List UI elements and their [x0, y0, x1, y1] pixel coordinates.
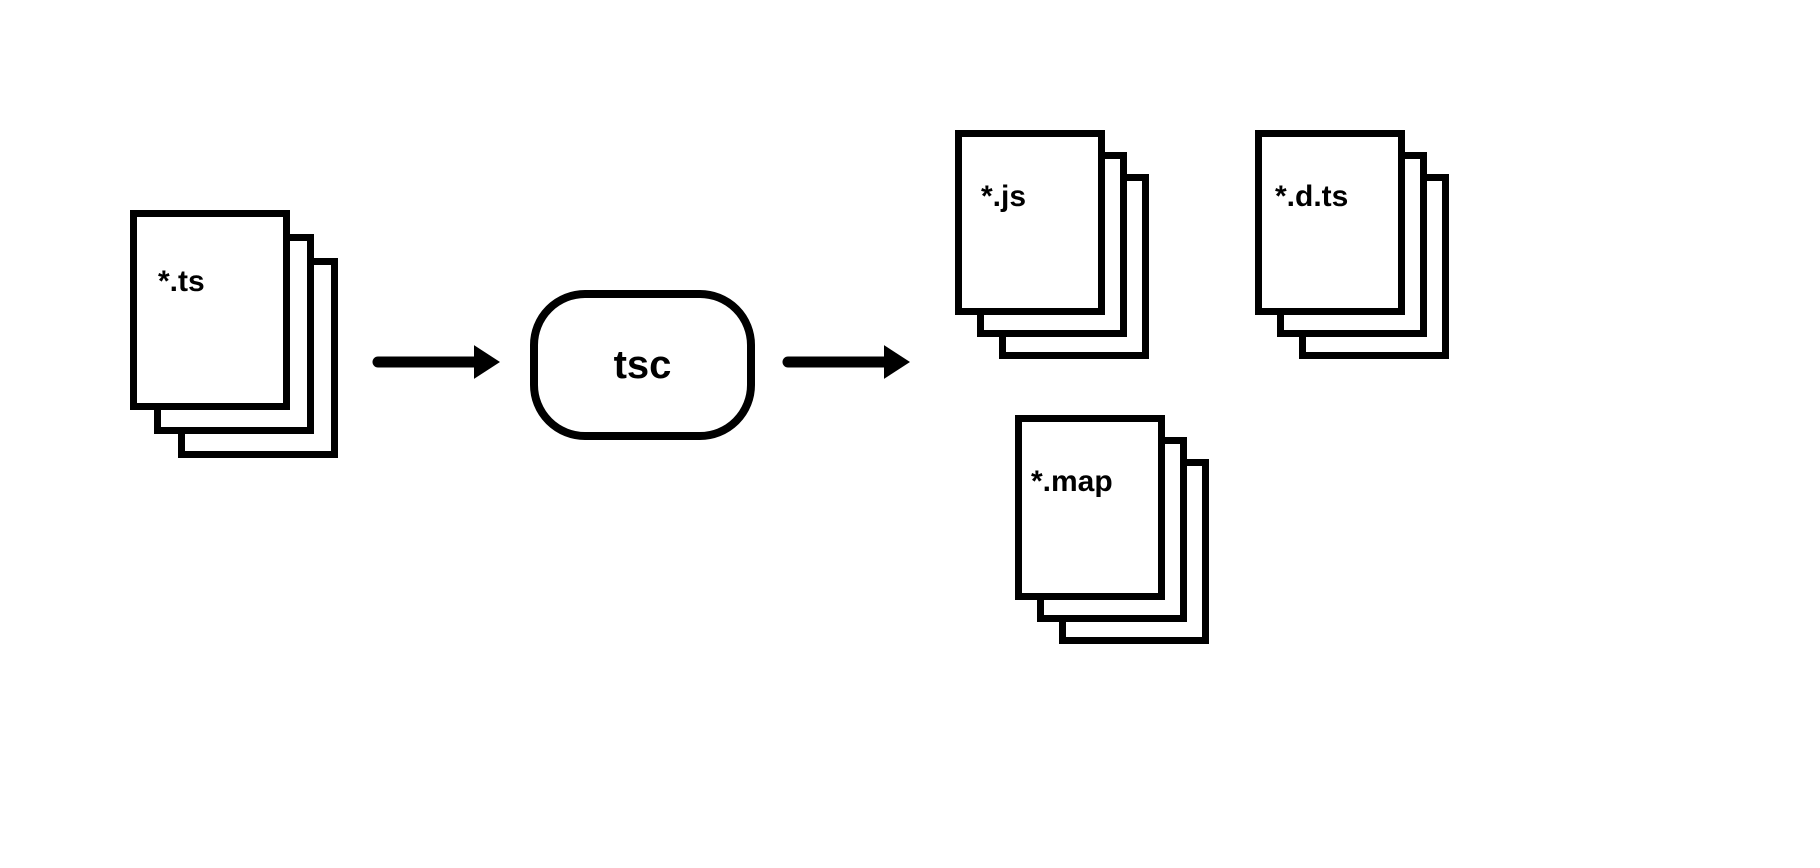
file-label: *.ts	[158, 265, 205, 299]
tsc-flowchart: *.ts tsc *.js *.d.ts *.map	[0, 0, 1820, 868]
file-page	[955, 130, 1105, 315]
output-files-dts: *.d.ts	[1255, 130, 1449, 359]
file-page	[1015, 415, 1165, 600]
file-label: *.d.ts	[1275, 180, 1348, 214]
compiler-label: tsc	[614, 343, 672, 388]
input-files-stack: *.ts	[130, 210, 338, 458]
arrow-input-to-compiler	[352, 336, 526, 414]
file-page	[130, 210, 290, 410]
output-files-js: *.js	[955, 130, 1149, 359]
file-label: *.map	[1031, 465, 1113, 499]
arrow-compiler-to-output	[762, 336, 936, 414]
output-files-map: *.map	[1015, 415, 1209, 644]
compiler-node: tsc	[530, 290, 755, 440]
file-label: *.js	[981, 180, 1026, 214]
file-page	[1255, 130, 1405, 315]
